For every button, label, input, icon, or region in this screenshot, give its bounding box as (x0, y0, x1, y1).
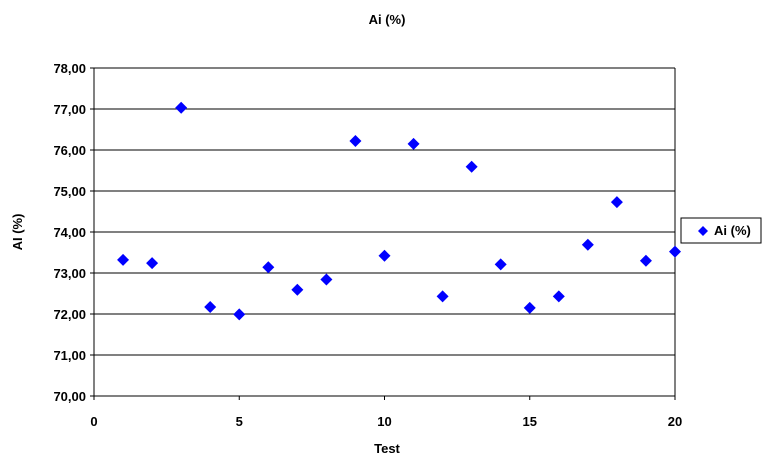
legend: Ai (%) (680, 217, 762, 244)
data-point (146, 257, 159, 270)
gridlines (90, 67, 675, 397)
legend-marker (698, 226, 708, 236)
data-point (378, 249, 391, 262)
y-tick-label: 76,00 (53, 143, 86, 158)
axes (93, 68, 676, 400)
data-point (407, 137, 420, 150)
x-tick-label: 0 (90, 414, 97, 429)
data-point (204, 301, 217, 314)
data-point (552, 290, 565, 303)
data-point (523, 301, 536, 314)
y-tick-label: 75,00 (53, 184, 86, 199)
y-tick-label: 73,00 (53, 266, 86, 281)
chart-title: Ai (%) (369, 12, 406, 27)
data-point (320, 273, 333, 286)
data-point (233, 308, 246, 321)
x-tick-label: 10 (377, 414, 391, 429)
y-tick-label: 71,00 (53, 348, 86, 363)
y-tick-label: 70,00 (53, 389, 86, 404)
data-point (291, 283, 304, 296)
x-axis-label: Test (374, 441, 400, 456)
y-tick-label: 74,00 (53, 225, 86, 240)
x-tick-label: 15 (523, 414, 537, 429)
legend-label: Ai (%) (714, 223, 751, 238)
data-point (117, 253, 130, 266)
data-point (465, 160, 478, 173)
data-point (639, 254, 652, 267)
data-point (610, 196, 623, 209)
x-tick-label: 5 (236, 414, 243, 429)
data-point (262, 261, 275, 274)
data-point (349, 134, 362, 147)
data-point (175, 101, 188, 114)
y-tick-label: 72,00 (53, 307, 86, 322)
data-point (494, 258, 507, 271)
y-tick-label: 78,00 (53, 61, 86, 76)
data-points (117, 101, 681, 321)
data-point (436, 290, 449, 303)
legend-box (680, 217, 762, 244)
x-tick-label: 20 (668, 414, 682, 429)
data-point (581, 238, 594, 251)
y-tick-label: 77,00 (53, 102, 86, 117)
y-tick-labels: 70,00 71,00 72,00 73,00 74,00 75,00 76,00 77,00… (53, 61, 86, 404)
data-point (669, 245, 681, 258)
y-axis-label: AI (%) (10, 214, 25, 251)
x-tick-labels: 0 5 10 15 20 (90, 414, 682, 429)
